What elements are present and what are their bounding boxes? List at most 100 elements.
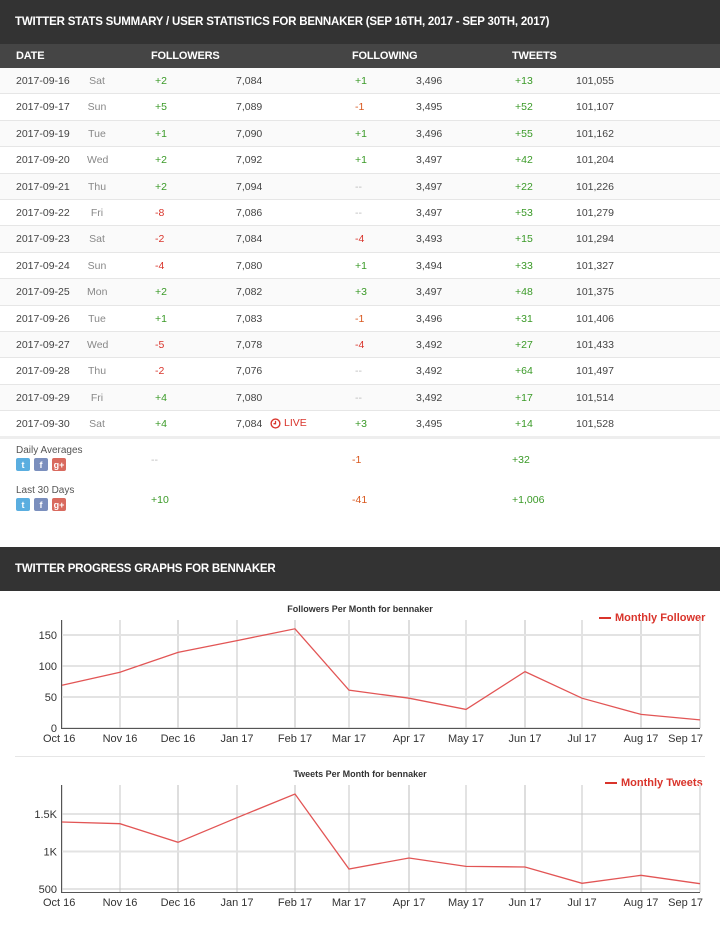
row-tweets-delta: +33 — [515, 259, 533, 272]
summary-label: Daily Averages — [16, 445, 83, 456]
share-icons: t f g+ — [16, 458, 66, 471]
row-following-delta: -1 — [355, 312, 365, 325]
row-following: 3,497 — [416, 206, 443, 219]
y-tick-label: 0 — [51, 723, 57, 735]
followers-chart: Followers Per Month for bennaker Monthly… — [0, 600, 720, 750]
row-date: 2017-09-26 — [16, 312, 70, 325]
row-followers: 7,084 — [236, 75, 263, 87]
graphs-header: TWITTER PROGRESS GRAPHS FOR BENNAKER — [0, 547, 720, 591]
legend-swatch — [605, 782, 617, 784]
row-following-delta: +1 — [355, 75, 367, 87]
y-tick-label: 1K — [44, 847, 58, 859]
x-tick-label: Feb 17 — [278, 897, 312, 909]
row-tweets-delta: +15 — [515, 233, 533, 246]
row-date: 2017-09-27 — [16, 338, 70, 351]
live-label: LIVE — [284, 417, 307, 430]
row-date: 2017-09-16 — [16, 75, 70, 87]
row-tweets: 101,204 — [576, 154, 614, 167]
graphs-title: TWITTER PROGRESS GRAPHS FOR BENNAKER — [15, 563, 276, 575]
twitter-share-icon[interactable]: t — [16, 458, 30, 471]
x-tick-label: Apr 17 — [393, 733, 425, 745]
row-day: Sun — [87, 101, 107, 114]
row-followers-delta: +4 — [155, 418, 167, 431]
row-tweets: 101,279 — [576, 206, 614, 219]
row-following: 3,496 — [416, 312, 443, 325]
col-tweets: TWEETS — [512, 50, 557, 62]
row-followers-delta: +1 — [155, 312, 167, 325]
row-tweets-delta: +52 — [515, 101, 533, 114]
row-tweets-delta: +27 — [515, 338, 533, 351]
row-following-delta: -4 — [355, 233, 365, 246]
row-following: 3,492 — [416, 365, 443, 378]
row-day: Tue — [88, 312, 106, 325]
row-tweets: 101,055 — [576, 75, 614, 87]
row-day: Wed — [87, 154, 109, 167]
legend-swatch — [599, 617, 611, 619]
x-tick-label: Oct 16 — [43, 897, 75, 909]
last30-following: -41 — [352, 494, 368, 506]
row-day: Sun — [87, 259, 107, 272]
row-tweets: 101,375 — [576, 286, 614, 299]
summary-title: TWITTER STATS SUMMARY / USER STATISTICS … — [15, 16, 550, 28]
row-tweets: 101,107 — [576, 101, 614, 114]
x-tick-label: Nov 16 — [103, 733, 138, 745]
facebook-share-icon[interactable]: f — [34, 458, 48, 471]
row-followers: 7,090 — [236, 127, 263, 140]
x-tick-label: Jul 17 — [567, 897, 596, 909]
row-following-delta: +1 — [355, 154, 367, 167]
row-following: 3,492 — [416, 338, 443, 351]
row-tweets: 101,162 — [576, 127, 614, 140]
x-tick-label: Jan 17 — [220, 733, 253, 745]
row-following: 3,497 — [416, 154, 443, 167]
live-badge[interactable]: LIVE — [270, 417, 307, 429]
data-line — [61, 793, 701, 885]
table-row: 2017-09-21 Thu +2 7,094 -- 3,497 +22 101,226 — [0, 173, 720, 200]
row-followers: 7,086 — [236, 206, 263, 219]
row-followers: 7,076 — [236, 365, 263, 378]
row-day: Sat — [89, 418, 105, 431]
chart-title: Followers Per Month for bennaker — [287, 604, 433, 614]
row-tweets-delta: +55 — [515, 127, 533, 140]
table-row: 2017-09-22 Fri -8 7,086 -- 3,497 +53 101,279 — [0, 199, 720, 227]
table-bottom-border — [0, 436, 720, 439]
row-followers: 7,080 — [236, 259, 263, 272]
row-tweets: 101,514 — [576, 391, 614, 404]
col-following: FOLLOWING — [352, 50, 418, 62]
x-tick-label: Jun 17 — [508, 897, 541, 909]
row-tweets-delta: +48 — [515, 286, 533, 299]
y-tick-label: 50 — [45, 692, 57, 704]
row-date: 2017-09-22 — [16, 206, 70, 219]
row-date: 2017-09-30 — [16, 418, 70, 431]
x-tick-label: Oct 16 — [43, 733, 75, 745]
google-plus-share-icon[interactable]: g+ — [52, 458, 66, 471]
row-following-delta: -- — [355, 365, 362, 378]
x-tick-label: Jun 17 — [508, 733, 541, 745]
share-icons: t f g+ — [16, 498, 66, 511]
row-tweets: 101,327 — [576, 259, 614, 272]
row-following-delta: +1 — [355, 127, 367, 140]
row-date: 2017-09-17 — [16, 101, 70, 114]
x-tick-label: Jul 17 — [567, 733, 596, 745]
table-column-header: DATE FOLLOWERS FOLLOWING TWEETS — [0, 44, 720, 68]
google-plus-share-icon[interactable]: g+ — [52, 498, 66, 511]
row-followers: 7,082 — [236, 286, 263, 299]
row-followers-delta: +2 — [155, 286, 167, 299]
x-tick-label: Dec 16 — [161, 897, 196, 909]
row-followers-delta: +1 — [155, 127, 167, 140]
y-tick-label: 150 — [39, 630, 57, 642]
data-line — [61, 628, 701, 721]
row-tweets: 101,433 — [576, 338, 614, 351]
twitter-share-icon[interactable]: t — [16, 498, 30, 511]
row-date: 2017-09-23 — [16, 233, 70, 246]
x-tick-label: Sep 17 — [668, 897, 703, 909]
x-tick-label: Nov 16 — [103, 897, 138, 909]
summary-label: Last 30 Days — [16, 485, 75, 496]
row-day: Thu — [87, 365, 107, 378]
row-following: 3,497 — [416, 180, 443, 193]
row-following-delta: +1 — [355, 259, 367, 272]
x-tick-label: Apr 17 — [393, 897, 425, 909]
facebook-share-icon[interactable]: f — [34, 498, 48, 511]
x-tick-label: Aug 17 — [624, 897, 659, 909]
